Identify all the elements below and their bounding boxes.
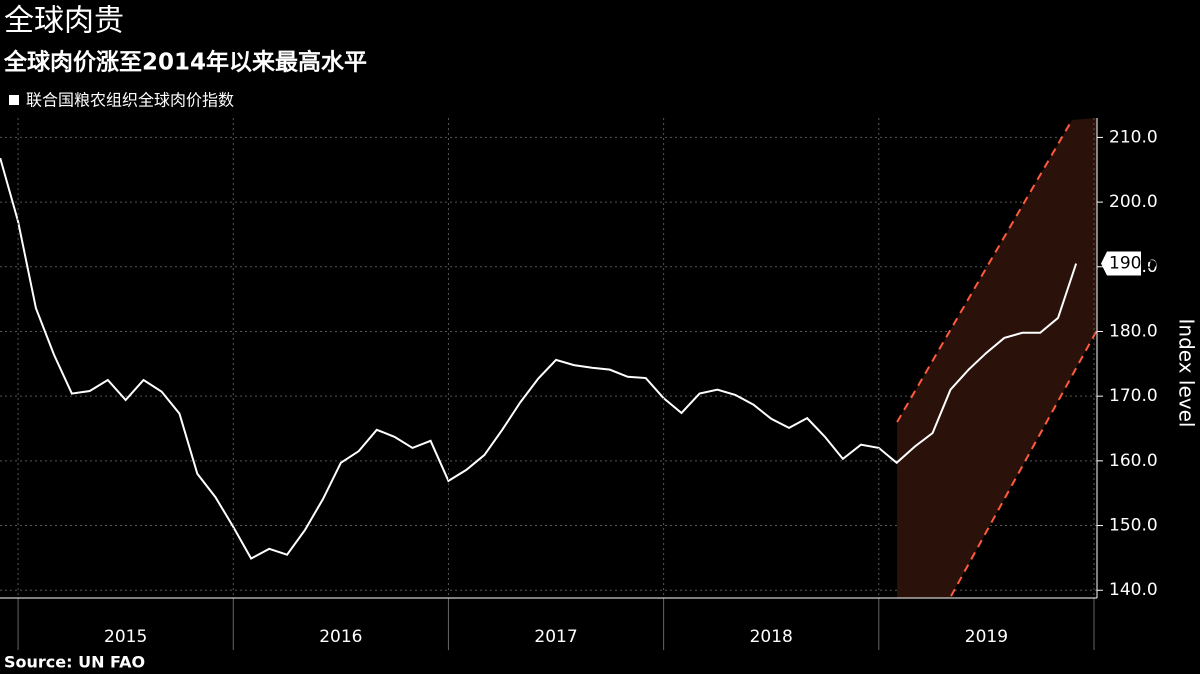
x-tick-label: 2016	[319, 627, 362, 647]
x-tick-label: 2017	[534, 627, 577, 647]
y-tick-label: 180.0	[1109, 321, 1158, 341]
value-label: 190.5	[1109, 254, 1158, 274]
y-tick-label: 150.0	[1109, 516, 1158, 536]
legend-label: 联合国粮农组织全球肉价指数	[26, 91, 234, 110]
y-tick-label: 160.0	[1109, 451, 1158, 471]
chart-subtitle: 全球肉价涨至2014年以来最高水平	[3, 49, 367, 76]
chart-title: 全球肉贵	[4, 4, 124, 39]
channel-area	[897, 118, 1097, 598]
y-tick-label: 140.0	[1109, 580, 1158, 600]
x-tick-label: 2018	[750, 627, 793, 647]
legend-swatch	[9, 95, 19, 105]
value-label-box	[1101, 251, 1141, 276]
y-tick-label: 170.0	[1109, 386, 1158, 406]
y-axis-label: Index level	[1175, 319, 1199, 428]
channel-line	[896, 119, 1073, 423]
x-tick-label: 2019	[965, 627, 1008, 647]
source: Source: UN FAO	[4, 653, 145, 672]
x-tick-label: 2015	[104, 627, 147, 647]
y-tick-label: 200.0	[1109, 192, 1158, 212]
y-tick-label: 210.0	[1109, 127, 1158, 147]
data-line	[0, 157, 1078, 560]
plot-area	[0, 118, 1097, 598]
